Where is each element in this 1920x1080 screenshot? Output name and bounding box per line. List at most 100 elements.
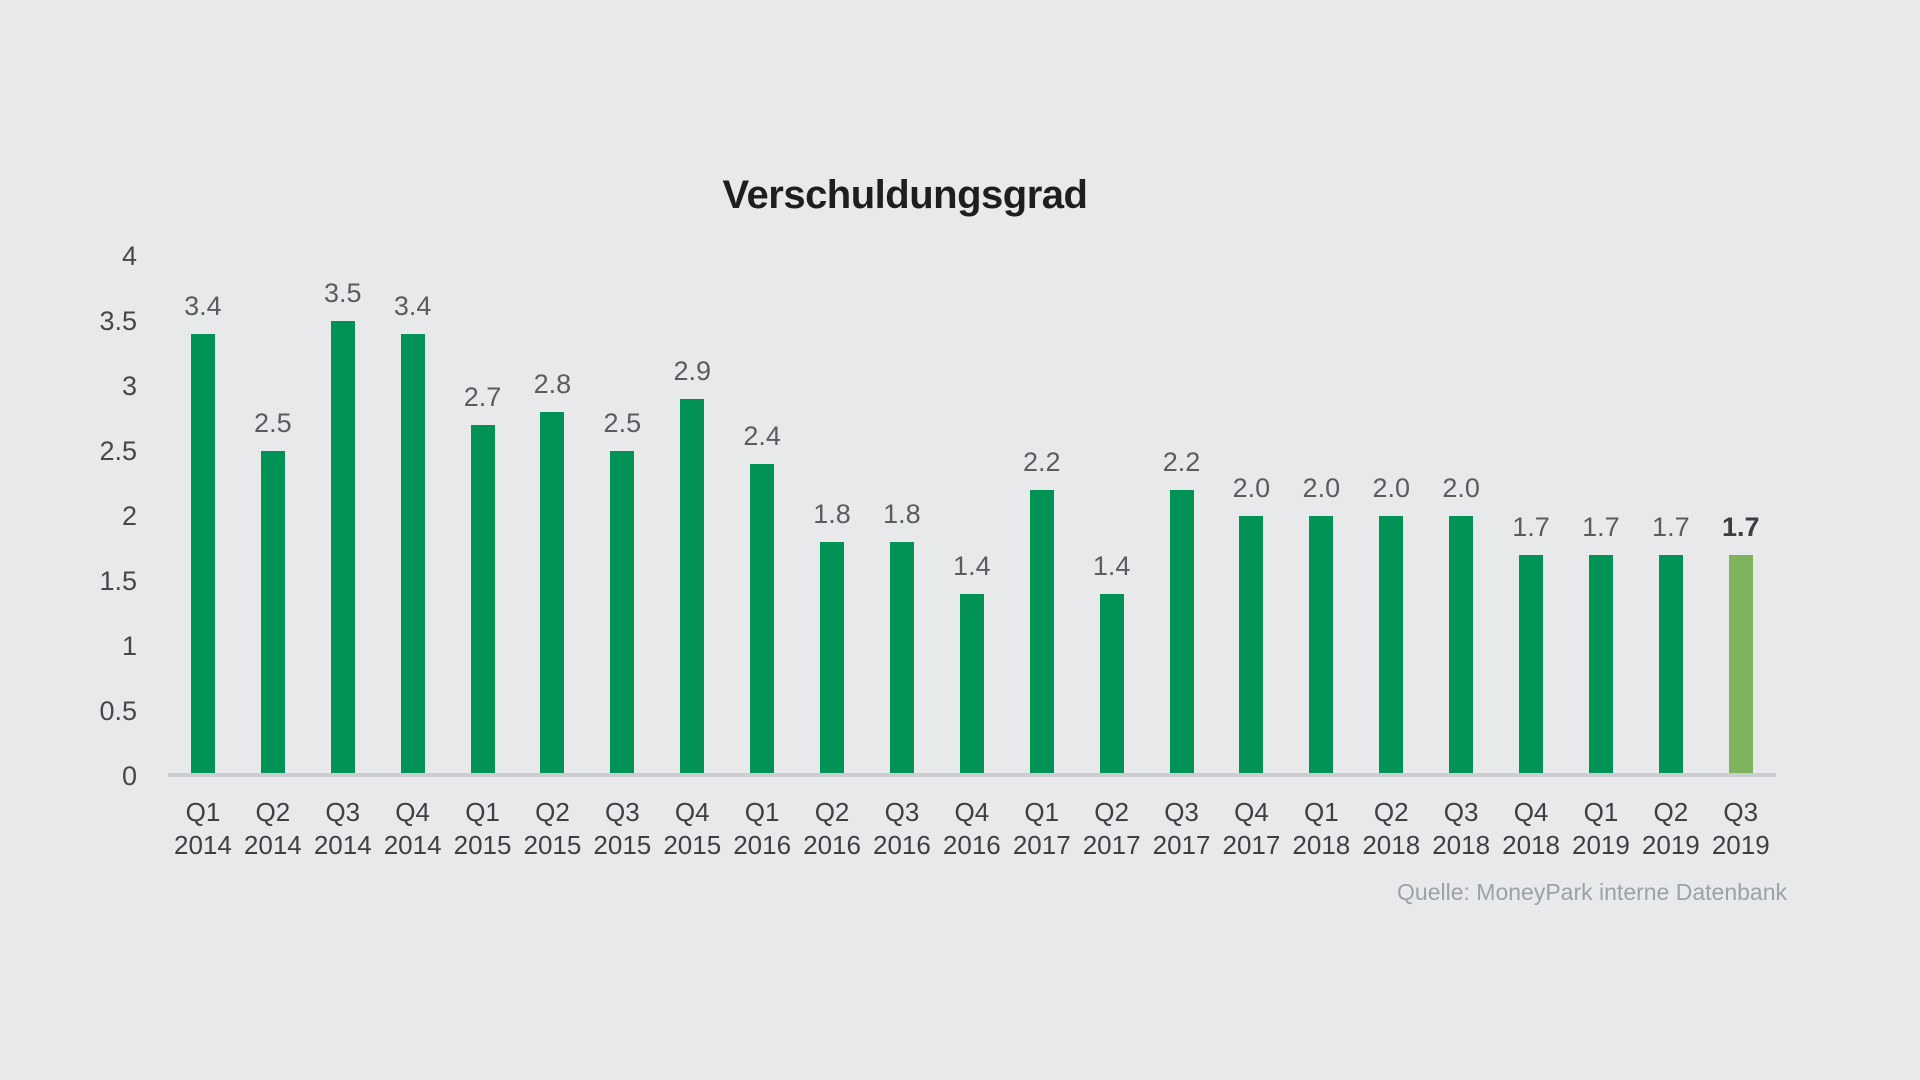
bar-value-label: 2.5 — [254, 408, 292, 438]
bar — [1309, 516, 1334, 776]
bar-column-q2-2019: 1.7 Q2 2019 — [1636, 0, 1706, 860]
bar-column-q2-2014: 2.5 Q2 2014 — [238, 0, 308, 860]
bar — [540, 412, 565, 776]
bar — [1029, 490, 1054, 776]
bar — [1169, 490, 1194, 776]
bar — [1099, 594, 1124, 776]
bar-value-label: 1.4 — [1092, 551, 1131, 581]
bar-value-label: 1.8 — [813, 499, 851, 529]
bar-column-q2-2016: 1.8 Q2 2016 — [797, 0, 867, 860]
x-tick-label: Q2 2018 — [1362, 797, 1421, 860]
source-caption: Quelle: MoneyPark interne Datenbank — [1397, 879, 1787, 905]
x-tick-label: Q3 2018 — [1432, 797, 1491, 860]
x-tick-label: Q1 2015 — [453, 797, 512, 860]
bar-value-label: 1.7 — [1582, 512, 1620, 542]
bar — [1449, 516, 1474, 776]
bar-value-label: 1.4 — [953, 551, 991, 581]
x-tick-label: Q4 2016 — [942, 797, 1001, 860]
bar — [1588, 555, 1613, 776]
bar-value-label: 1.7 — [1721, 512, 1760, 542]
bar-value-label: 2.9 — [673, 356, 711, 386]
bar — [680, 399, 705, 776]
bar — [959, 594, 984, 776]
x-tick-label: Q1 2014 — [174, 797, 232, 860]
y-tick-label: 0.5 — [99, 696, 137, 726]
bar-value-label: 2.4 — [743, 421, 781, 451]
bar — [470, 425, 495, 776]
bar-column-q3-2017: 2.2 Q3 2017 — [1147, 0, 1217, 860]
bar-value-label: 3.4 — [393, 291, 432, 321]
x-tick-label: Q1 2016 — [733, 797, 792, 860]
bar — [400, 334, 425, 776]
x-tick-label: Q2 2019 — [1641, 797, 1700, 860]
x-tick-label: Q3 2019 — [1711, 797, 1770, 860]
bar-value-label: 2.0 — [1232, 473, 1271, 503]
y-tick-label: 0 — [121, 761, 137, 791]
bar — [820, 542, 845, 776]
bar — [1658, 555, 1683, 776]
bar-column-q1-2019: 1.7 Q1 2019 — [1566, 0, 1636, 860]
bar — [260, 451, 285, 776]
bar-column-q4-2014: 3.4 Q4 2014 — [378, 0, 448, 860]
y-tick-label: 2.5 — [99, 436, 137, 466]
bar-value-label: 1.8 — [883, 499, 921, 529]
bar-column-q1-2015: 2.7 Q1 2015 — [448, 0, 518, 860]
bar — [330, 321, 355, 776]
bar-column-q4-2016: 1.4 Q4 2016 — [937, 0, 1007, 860]
x-tick-label: Q3 2017 — [1152, 797, 1211, 860]
bar — [610, 451, 635, 776]
bar — [190, 334, 215, 776]
bar-column-q4-2015: 2.9 Q4 2015 — [657, 0, 727, 860]
bar-column-q2-2018: 2.0 Q2 2018 — [1356, 0, 1426, 860]
y-tick-label: 2 — [121, 501, 137, 531]
bar-value-label: 2.8 — [533, 369, 572, 399]
x-tick-label: Q3 2015 — [593, 797, 652, 860]
bar-value-label: 1.7 — [1652, 512, 1690, 542]
bar-value-label: 2.5 — [603, 408, 642, 438]
x-tick-label: Q2 2014 — [243, 797, 302, 860]
bar-column-q1-2017: 2.2 Q1 2017 — [1007, 0, 1077, 860]
y-tick-label: 3 — [121, 371, 137, 401]
bar-column-q3-2018: 2.0 Q3 2018 — [1426, 0, 1496, 860]
y-tick-label: 4 — [121, 241, 137, 271]
bar-value-label: 1.7 — [1512, 512, 1550, 542]
bar — [1728, 555, 1753, 776]
bar-value-label: 3.5 — [323, 278, 362, 308]
bar-value-label: 2.0 — [1372, 473, 1410, 503]
bar-column-q2-2015: 2.8 Q2 2015 — [518, 0, 588, 860]
x-tick-label: Q4 2017 — [1222, 797, 1281, 860]
bar — [1239, 516, 1264, 776]
x-tick-label: Q1 2019 — [1572, 797, 1630, 860]
bar — [750, 464, 775, 776]
bar-value-label: 2.7 — [463, 382, 502, 412]
x-tick-label: Q2 2016 — [803, 797, 861, 860]
bar-value-label: 2.0 — [1442, 473, 1480, 503]
bar — [1519, 555, 1544, 776]
x-tick-label: Q1 2018 — [1292, 797, 1351, 860]
x-tick-label: Q1 2017 — [1012, 797, 1071, 860]
chart-title: Verschuldungsgrad — [722, 173, 1088, 217]
x-tick-label: Q2 2015 — [523, 797, 582, 860]
x-tick-label: Q3 2014 — [313, 797, 372, 860]
x-tick-label: Q4 2014 — [383, 797, 442, 860]
bar-value-label: 2.0 — [1302, 473, 1341, 503]
x-tick-label: Q4 2018 — [1502, 797, 1560, 860]
bar — [1379, 516, 1404, 776]
bar-column-q3-2019: 1.7 Q3 2019 — [1706, 0, 1776, 860]
y-tick-label: 1 — [121, 631, 137, 661]
bar-value-label: 2.2 — [1022, 447, 1061, 477]
bar-column-q1-2018: 2.0 Q1 2018 — [1286, 0, 1356, 860]
bar-column-q4-2017: 2.0 Q4 2017 — [1217, 0, 1287, 860]
bar — [889, 542, 914, 776]
y-tick-label: 1.5 — [99, 566, 137, 596]
bar-column-q3-2016: 1.8 Q3 2016 — [867, 0, 937, 860]
x-tick-label: Q2 2017 — [1082, 797, 1141, 860]
x-tick-label: Q3 2016 — [873, 797, 931, 860]
y-tick-label: 3.5 — [99, 306, 137, 336]
bar-column-q3-2014: 3.5 Q3 2014 — [308, 0, 378, 860]
bar-value-label: 2.2 — [1162, 447, 1201, 477]
bar-column-q4-2018: 1.7 Q4 2018 — [1496, 0, 1566, 860]
bar-column-q1-2016: 2.4 Q1 2016 — [727, 0, 797, 860]
bar-column-q2-2017: 1.4 Q2 2017 — [1077, 0, 1147, 860]
